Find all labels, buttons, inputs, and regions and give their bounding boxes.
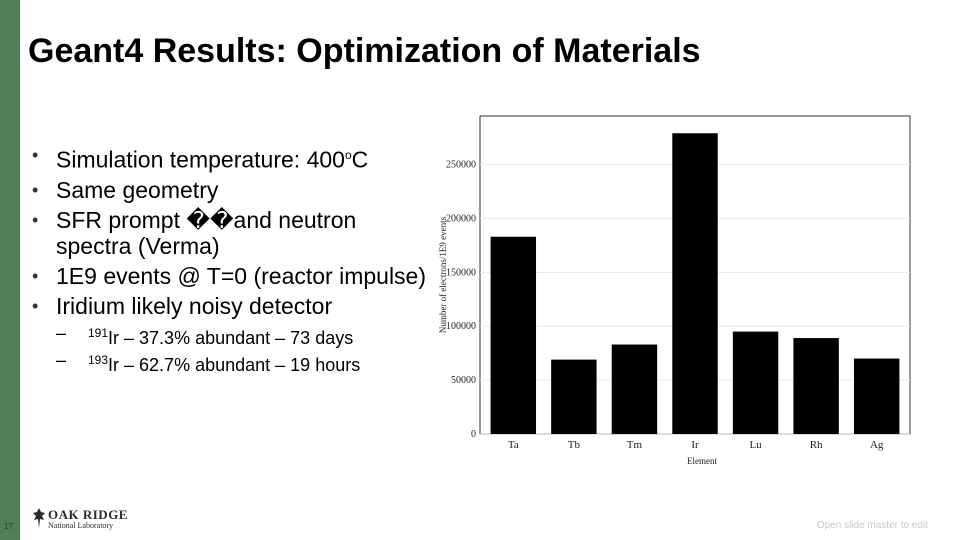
x-tick-label: Ag (870, 439, 884, 451)
page-number: 17 (4, 522, 13, 531)
y-tick-label: 0 (471, 429, 476, 440)
x-tick-label: Tm (627, 439, 643, 451)
y-tick-label: 250000 (446, 160, 476, 171)
x-tick-label: Rh (810, 439, 823, 451)
bullet-icon: • (32, 209, 39, 230)
bullet-item: • 1E9 events @ T=0 (reactor impulse) (32, 262, 426, 289)
bullet-icon: • (32, 145, 39, 165)
slide-title: Geant4 Results: Optimization of Material… (28, 32, 701, 70)
bullet-item: • Simulation temperature: 400oC (32, 142, 432, 173)
sub-bullet-item: – 191Ir – 37.3% abundant – 73 days (56, 322, 354, 348)
bullet-item: • Iridium likely noisy detector (32, 292, 333, 319)
bar-ag (853, 358, 900, 434)
accent-bar (0, 0, 20, 540)
bar-tm (611, 344, 658, 434)
x-axis-label: Element (687, 456, 717, 466)
bar-tb (551, 359, 597, 434)
bar-chart: 0 50000 100000 150000 200000 250000 Ta Tb Tm Ir L… (438, 115, 911, 466)
footer-master-link[interactable]: Open slide master to edit (816, 520, 928, 531)
y-tick-label: 100000 (446, 321, 476, 332)
bullet-item: • SFR prompt ��and neutron spectra (Verm… (32, 206, 357, 259)
sub-bullet-item: – 193Ir – 62.7% abundant – 19 hours (56, 349, 361, 375)
y-tick-label: 50000 (451, 375, 476, 386)
x-tick-label: Tb (568, 439, 581, 451)
leaf-icon (33, 508, 45, 528)
bar-ta (490, 236, 537, 434)
y-tick-label: 200000 (446, 213, 476, 224)
bar-ir (672, 133, 718, 435)
bar-lu (732, 331, 779, 434)
bullet-icon: • (32, 295, 39, 316)
bullet-icon: • (32, 265, 39, 286)
bullet-item: • Same geometry (32, 176, 219, 203)
oak-ridge-logo: OAK RIDGE National Laboratory (32, 507, 132, 533)
bullet-icon: • (32, 179, 39, 200)
y-axis-label: Number of electrons/1E9 events (438, 216, 448, 333)
bullet-list: • Simulation temperature: 400oC • Same g… (32, 142, 432, 375)
y-tick-label: 150000 (446, 267, 476, 278)
x-tick-label: Ir (691, 439, 699, 451)
bar-rh (793, 338, 839, 434)
x-tick-label: Ta (508, 439, 519, 451)
x-tick-label: Lu (749, 439, 762, 451)
